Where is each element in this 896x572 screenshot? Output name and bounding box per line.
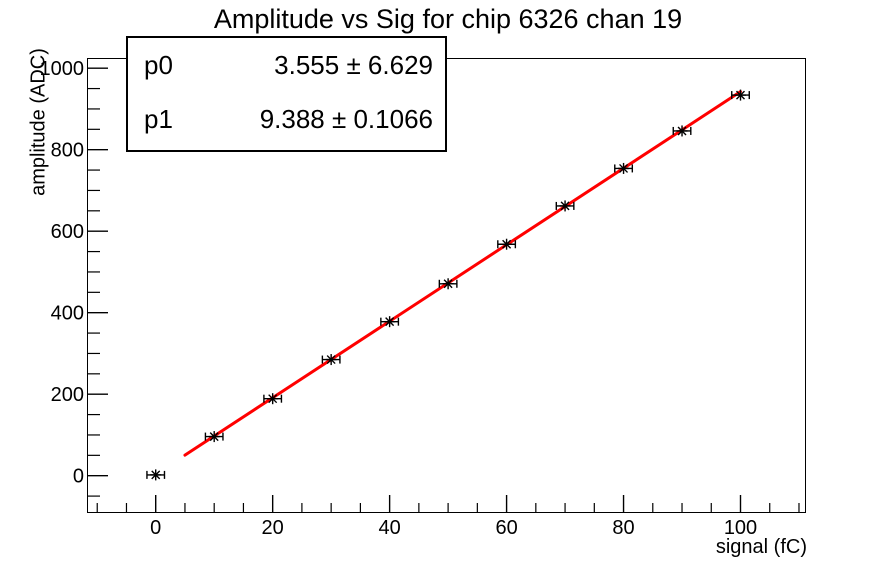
param-value-p0: 3.555 ± 6.629: [274, 50, 433, 80]
param-name-p0: p0: [144, 50, 173, 80]
stats-row-p1: p1 9.388 ± 0.1066: [144, 105, 433, 133]
y-tick-label: 0: [73, 466, 84, 488]
x-tick-label: 20: [262, 517, 284, 539]
data-point: [380, 316, 400, 328]
marker-ray-diag2: [736, 90, 745, 100]
data-point: [731, 89, 750, 101]
x-tick-label: 40: [379, 517, 401, 539]
marker-ray-diag2: [560, 201, 570, 211]
stats-row-p0: p0 3.555 ± 6.629: [144, 51, 433, 79]
marker-ray-diag2: [209, 432, 219, 442]
data-point: [614, 162, 634, 174]
y-tick-label: 600: [51, 221, 84, 243]
data-point: [438, 278, 458, 290]
y-tick-label: 800: [51, 140, 84, 162]
marker-ray-diag2: [151, 470, 161, 480]
fit-stats-box: p0 3.555 ± 6.629 p1 9.388 ± 0.1066: [126, 36, 447, 152]
marker-ray-diag2: [326, 355, 336, 365]
data-point: [555, 200, 575, 212]
data-point: [321, 354, 341, 366]
param-value-p1: 9.388 ± 0.1066: [259, 104, 433, 134]
param-name-p1: p1: [144, 104, 173, 134]
y-tick-label: 400: [51, 303, 84, 325]
y-tick-label: 200: [51, 384, 84, 406]
marker-ray-diag2: [619, 163, 629, 173]
x-tick-label: 0: [150, 517, 161, 539]
data-point: [672, 125, 692, 137]
marker-ray-diag2: [677, 126, 687, 136]
data-point: [146, 469, 166, 481]
y-axis-title: amplitude (ADC): [27, 48, 50, 196]
marker-ray-diag2: [443, 279, 453, 289]
x-tick-label: 60: [495, 517, 517, 539]
data-point: [497, 238, 517, 250]
data-point: [263, 393, 283, 405]
marker-ray-diag2: [268, 394, 278, 404]
data-point: [204, 431, 224, 443]
x-tick-label: 100: [724, 517, 757, 539]
y-tick-label: 1000: [40, 58, 85, 80]
x-axis-title: signal (fC): [715, 536, 807, 558]
marker-ray-diag2: [502, 239, 512, 249]
x-tick-label: 80: [612, 517, 634, 539]
marker-ray-diag2: [385, 317, 395, 327]
fit-line: [183, 90, 743, 457]
chart-title: Amplitude vs Sig for chip 6326 chan 19: [213, 4, 683, 34]
